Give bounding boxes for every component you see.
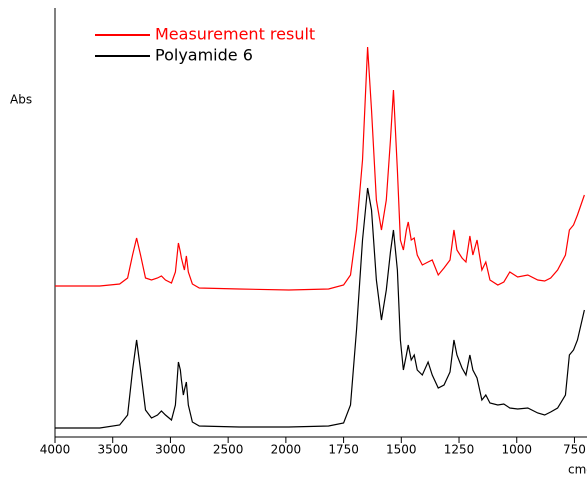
x-tick-label: 1500 <box>386 443 417 457</box>
x-tick-label: 4000 <box>40 443 71 457</box>
spectrum-line <box>55 46 585 291</box>
x-axis-label: cm-1 <box>568 463 587 477</box>
x-tick-label: 750 <box>563 443 586 457</box>
x-tick-label: 1250 <box>444 443 475 457</box>
x-tick-label: 3500 <box>97 443 128 457</box>
spectrum-line <box>55 187 585 429</box>
x-tick-label: 1750 <box>328 443 359 457</box>
legend-label: Polyamide 6 <box>155 46 253 65</box>
x-tick-label: 2500 <box>213 443 244 457</box>
legend-label: Measurement result <box>155 25 315 44</box>
x-tick-label: 2000 <box>271 443 302 457</box>
y-axis-label: Abs <box>10 93 32 107</box>
x-tick-label: 3000 <box>155 443 186 457</box>
x-tick-label: 1000 <box>501 443 532 457</box>
